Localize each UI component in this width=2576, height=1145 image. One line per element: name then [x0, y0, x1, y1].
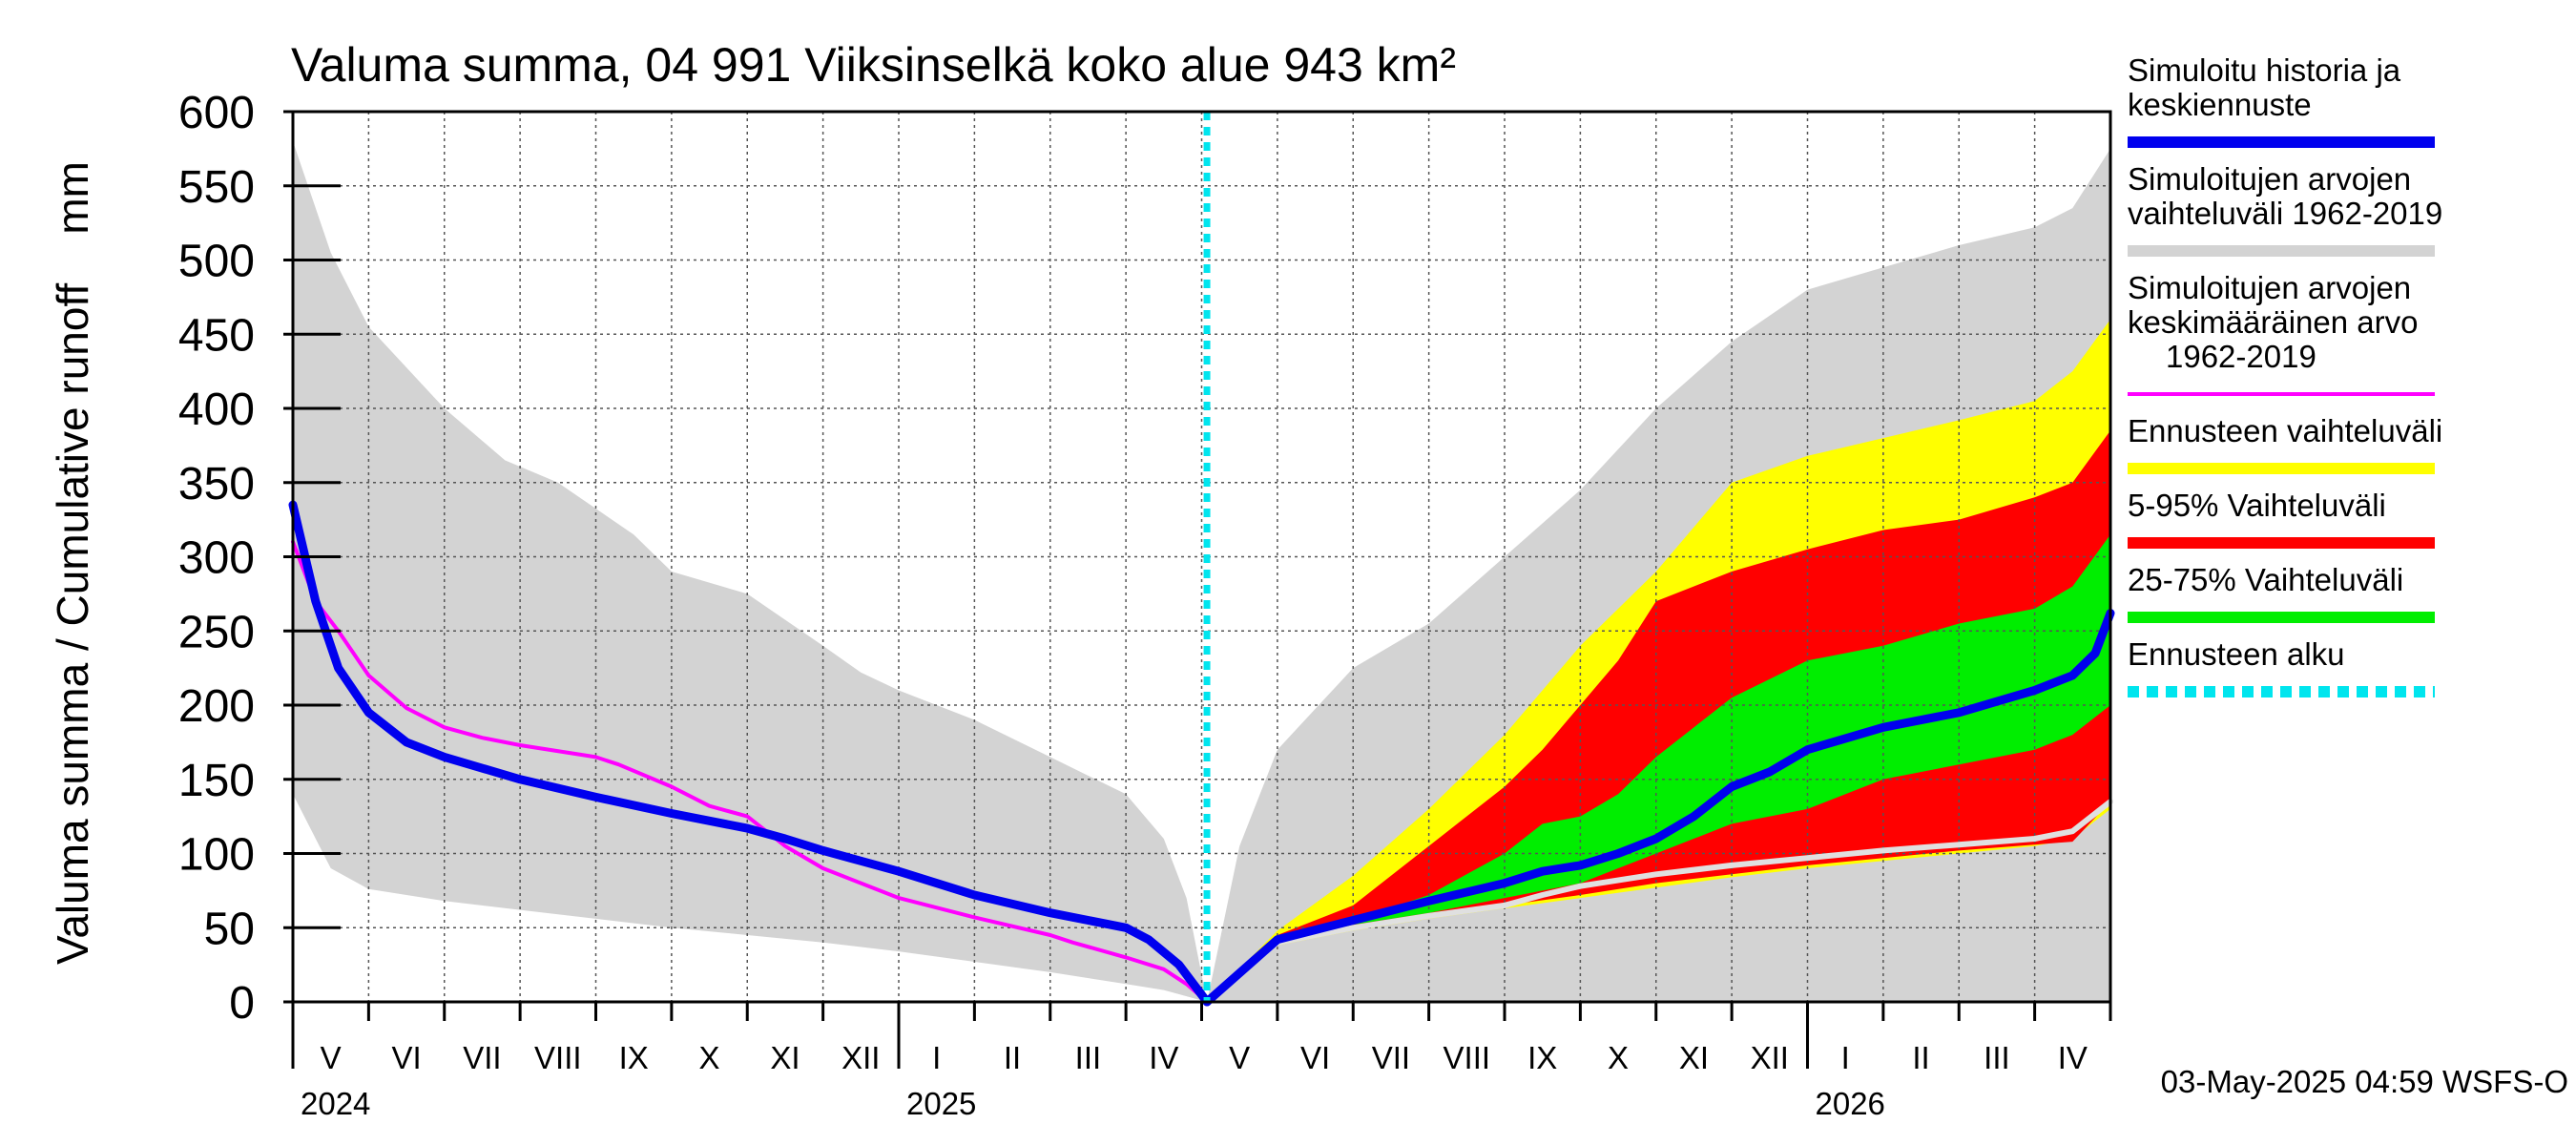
month-label: I: [1841, 1040, 1850, 1075]
legend-label: Simuloitujen arvojen: [2128, 161, 2411, 197]
month-label: XII: [841, 1040, 880, 1075]
month-label: V: [1229, 1040, 1250, 1075]
month-label: IV: [2058, 1040, 2088, 1075]
month-label: III: [1984, 1040, 2010, 1075]
month-label: VI: [391, 1040, 421, 1075]
year-label: 2026: [1816, 1086, 1885, 1121]
year-label: 2025: [906, 1086, 976, 1121]
band-25-75: [1207, 534, 2110, 1002]
month-label: V: [321, 1040, 342, 1075]
month-label: II: [1912, 1040, 1929, 1075]
month-label: VIII: [1444, 1040, 1491, 1075]
legend-label: Simuloitujen arvojen: [2128, 270, 2411, 305]
y-tick-label: 100: [178, 830, 255, 881]
month-label: XI: [770, 1040, 800, 1075]
y-tick-label: 500: [178, 237, 255, 287]
month-label: XI: [1679, 1040, 1709, 1075]
month-label: IX: [1527, 1040, 1557, 1075]
y-tick-label: 450: [178, 310, 255, 361]
month-label: VIII: [534, 1040, 582, 1075]
month-label: X: [1608, 1040, 1629, 1075]
history-range-band: [293, 141, 1208, 1003]
legend-label: 1962-2019: [2166, 339, 2316, 374]
y-tick-label: 150: [178, 756, 255, 806]
legend-label: Simuloitu historia ja: [2128, 52, 2401, 88]
y-tick-label: 0: [229, 978, 255, 1029]
month-label: X: [699, 1040, 720, 1075]
chart-title: Valuma summa, 04 991 Viiksinselkä koko a…: [291, 38, 1456, 92]
month-label: II: [1004, 1040, 1021, 1075]
y-tick-label: 400: [178, 385, 255, 435]
grid-layer: [293, 112, 2110, 1002]
month-label: III: [1075, 1040, 1102, 1075]
month-label: VII: [1372, 1040, 1410, 1075]
y-tick-label: 350: [178, 459, 255, 510]
legend-label: vaihteluväli 1962-2019: [2128, 196, 2442, 231]
month-label: VII: [463, 1040, 501, 1075]
month-label: VI: [1300, 1040, 1330, 1075]
bands-layer: [293, 141, 2110, 1003]
simulated-mean-line: [291, 539, 1210, 1004]
forecast-median-line: [1202, 609, 2115, 1007]
y-tick-label: 550: [178, 162, 255, 213]
timestamp: 03-May-2025 04:59 WSFS-O: [2161, 1064, 2568, 1099]
month-label: I: [932, 1040, 941, 1075]
forecast-low-line: [1204, 799, 2113, 1005]
legend-label: Ennusteen vaihteluväli: [2128, 413, 2442, 448]
lines-layer: [288, 112, 2115, 1007]
band-5-95: [1207, 430, 2110, 1002]
simulated-history-line: [288, 500, 1212, 1007]
legend-label: keskimääräinen arvo: [2128, 304, 2418, 340]
year-label: 2024: [301, 1086, 370, 1121]
y-tick-label: 200: [178, 681, 255, 732]
month-label: XII: [1751, 1040, 1789, 1075]
legend-label: Ennusteen alku: [2128, 636, 2345, 672]
legend-label: keskiennuste: [2128, 87, 2312, 122]
legend-label: 5-95% Vaihteluväli: [2128, 488, 2386, 523]
y-tick-label: 50: [204, 904, 255, 954]
legend-label: 25-75% Vaihteluväli: [2128, 562, 2403, 597]
y-tick-label: 600: [178, 88, 255, 138]
y-tick-label: 250: [178, 607, 255, 657]
y-axis-label: Valuma summa / Cumulative runoff mm: [48, 161, 97, 965]
month-label: IV: [1149, 1040, 1178, 1075]
month-label: IX: [619, 1040, 649, 1075]
y-tick-label: 300: [178, 533, 255, 584]
